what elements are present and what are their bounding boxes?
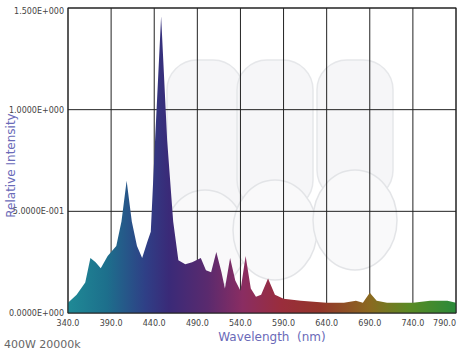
plot-frame — [68, 8, 456, 313]
x-axis-label: Wavelength (nm) — [218, 330, 325, 344]
x-grid-line — [412, 8, 413, 313]
subtitle: 400W 20000k — [4, 338, 81, 351]
x-grid-line — [326, 8, 327, 313]
x-tick-label: 690.0 — [358, 319, 381, 328]
x-grid-line — [283, 8, 284, 313]
x-tick-label: 790.0 — [433, 319, 456, 328]
x-tick-label: 590.0 — [272, 319, 295, 328]
y-axis-label: Relative Intensity — [4, 113, 18, 217]
x-grid-line — [240, 8, 241, 313]
background-bulbs — [163, 60, 397, 290]
y-tick-label: 1.500E+000 — [14, 7, 64, 16]
spectrum-area — [68, 16, 456, 313]
y-tick-label: 5.0000E-001 — [13, 207, 64, 216]
plot-area — [68, 16, 456, 313]
bulb-base — [313, 170, 397, 270]
y-tick-label: 0.0000E+000 — [9, 309, 64, 318]
chart: 340.0 390.0 440.0 490.0 540.0 590.0 640.0 690.0… — [0, 0, 460, 354]
x-tick-label: 640.0 — [315, 319, 338, 328]
x-tick-label: 540.0 — [229, 319, 252, 328]
x-grid-line — [369, 8, 370, 313]
x-tick-label: 390.0 — [100, 319, 123, 328]
x-tick-label: 340.0 — [57, 319, 80, 328]
grid — [68, 8, 456, 313]
x-tick-label: 440.0 — [143, 319, 166, 328]
x-tick-label: 490.0 — [186, 319, 209, 328]
y-grid-line — [68, 109, 456, 110]
x-tick-label: 740.0 — [401, 319, 424, 328]
